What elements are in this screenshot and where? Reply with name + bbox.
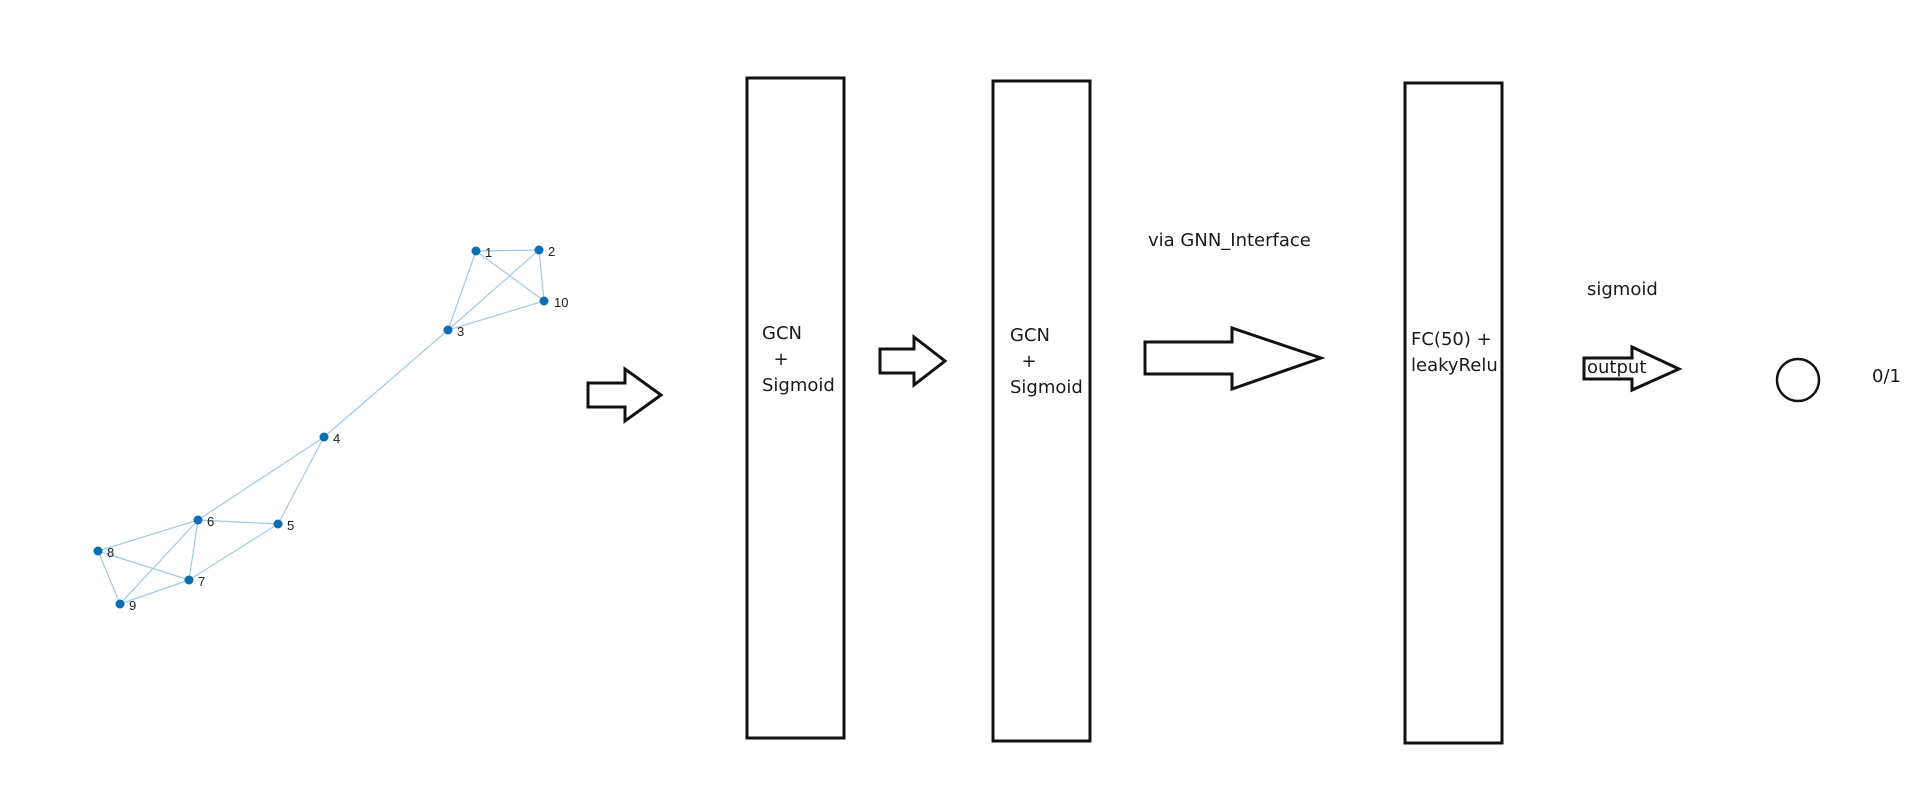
graph-edge-6-8 <box>97 519 199 552</box>
gcn-block-1-text: GCN + Sigmoid <box>762 321 835 399</box>
graph-edge-2-3 <box>447 249 540 331</box>
graph-node-label-2: 2 <box>548 244 555 259</box>
gcn-block-1 <box>745 76 846 740</box>
graph-edge-4-6 <box>197 436 325 521</box>
arrow-fc-to-output <box>1582 344 1683 393</box>
sigmoid-output-label: sigmoid output <box>1587 225 1658 433</box>
graph-edge-5-6 <box>197 519 279 525</box>
arrow-graph-to-gcn1 <box>586 366 664 424</box>
graph-edge-1-3 <box>447 250 477 331</box>
graph-node-label-7: 7 <box>198 574 205 589</box>
arrow-gcn2-to-fc <box>1143 325 1326 392</box>
graph-node-label-8: 8 <box>107 545 114 560</box>
graph-node-label-5: 5 <box>287 518 294 533</box>
fc-block <box>1403 81 1504 745</box>
graph-edge-3-10 <box>447 300 545 331</box>
gcn-block-2-line1: GCN <box>1010 325 1050 346</box>
graph-edge-3-4 <box>323 329 449 438</box>
graph-node-label-6: 6 <box>207 514 214 529</box>
gcn-block-1-line1: GCN <box>762 323 802 344</box>
graph-node-8 <box>93 546 103 556</box>
gcn-block-1-line3: Sigmoid <box>762 375 835 396</box>
graph-node-label-3: 3 <box>457 324 464 339</box>
graph-node-5 <box>273 519 283 529</box>
gcn-block-2-text: GCN + Sigmoid <box>1010 323 1083 401</box>
fc-block-line1: FC(50) + <box>1411 329 1492 350</box>
gcn-block-2-line2: + <box>1010 351 1037 372</box>
graph-edge-7-9 <box>119 579 190 605</box>
graph-node-10 <box>539 296 549 306</box>
graph-node-7 <box>184 575 194 585</box>
graph-edge-6-7 <box>188 519 199 581</box>
output-neuron <box>1775 357 1821 403</box>
graph-edge-4-5 <box>277 436 325 525</box>
graph-edge-8-9 <box>97 550 121 605</box>
graph-node-label-9: 9 <box>129 598 136 613</box>
graph-node-label-10: 10 <box>554 295 568 310</box>
output-value-label: 0/1 <box>1872 366 1901 387</box>
graph-edges <box>97 249 545 605</box>
arrow-gcn1-to-gcn2 <box>878 333 948 389</box>
graph-nodes: 1 2 3 4 5 6 7 8 9 10 <box>93 244 568 613</box>
graph-node-3 <box>443 325 453 335</box>
gcn-block-2 <box>991 79 1092 743</box>
via-interface-label: via GNN_Interface <box>1148 230 1311 251</box>
graph-node-label-4: 4 <box>333 431 340 446</box>
graph-node-4 <box>319 432 329 442</box>
graph-node-9 <box>115 599 125 609</box>
graph-edge-7-8 <box>97 550 190 581</box>
graph-edge-2-10 <box>538 249 545 302</box>
fc-block-line2: leakyRelu <box>1411 355 1498 376</box>
graph-node-6 <box>193 515 203 525</box>
graph-node-2 <box>534 245 544 255</box>
graph-edge-5-7 <box>188 523 279 581</box>
sigmoid-label-line2: output <box>1587 357 1647 378</box>
sigmoid-label-line1: sigmoid <box>1587 279 1658 300</box>
graph-edge-1-2 <box>475 249 540 252</box>
graph-node-label-1: 1 <box>485 245 492 260</box>
graph-edge-6-9 <box>119 519 199 605</box>
graph-node-1 <box>471 246 481 256</box>
gcn-block-2-line3: Sigmoid <box>1010 377 1083 398</box>
fc-block-text: FC(50) + leakyRelu <box>1411 327 1501 383</box>
gcn-block-1-line2: + <box>762 349 789 370</box>
